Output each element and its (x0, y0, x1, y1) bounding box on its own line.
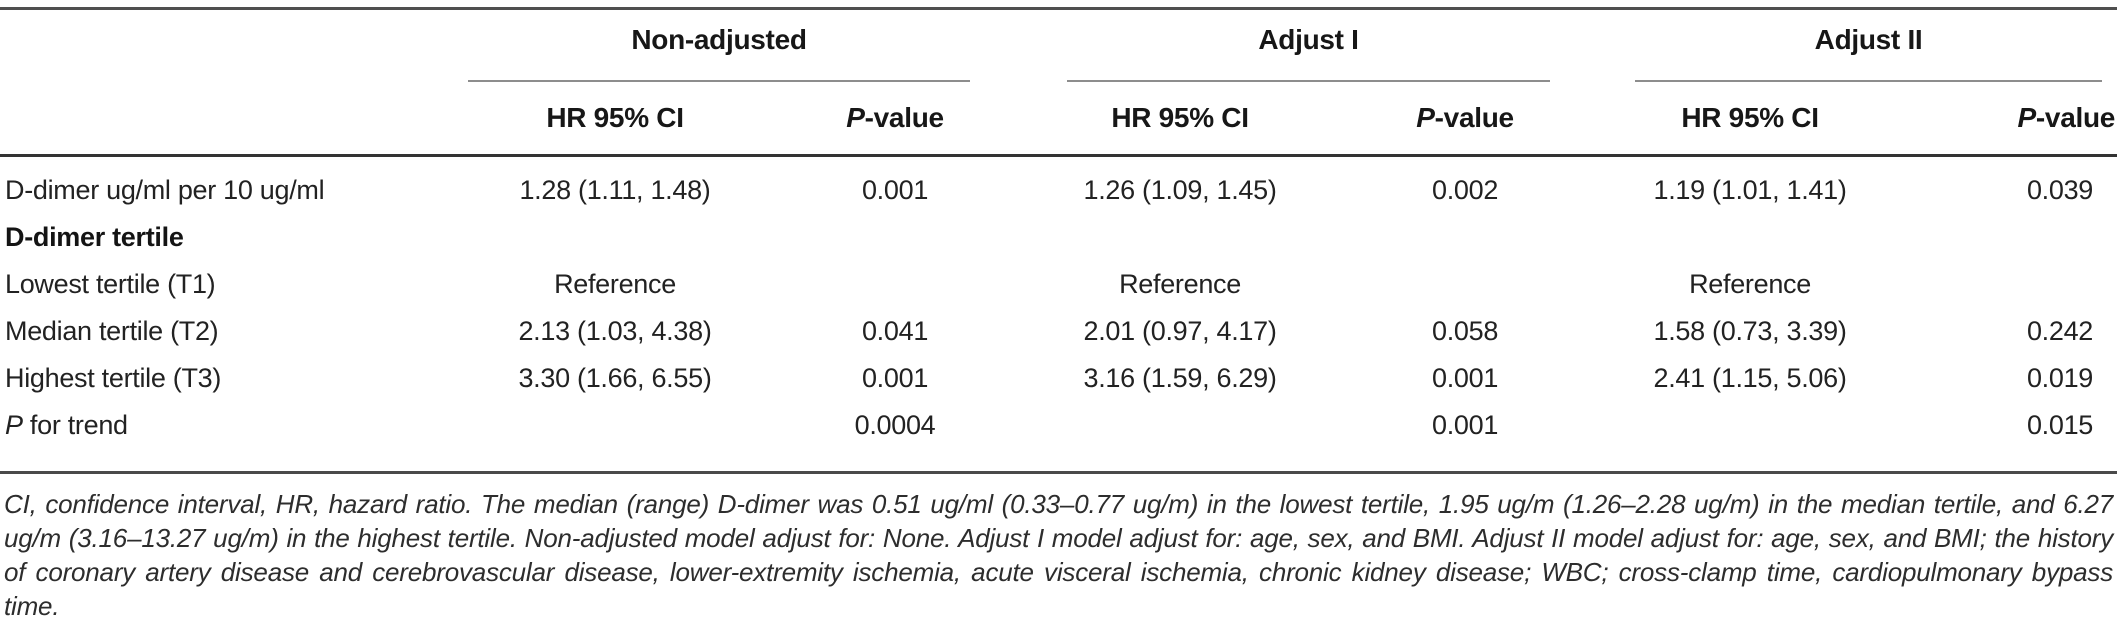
p-value-cell: 0.002 (1431, 175, 1499, 205)
p-value-cell: 0.001 (861, 175, 929, 205)
group-label-underline: Adjust II (1635, 24, 2103, 82)
hr-ci-cell: 1.26 (1.09, 1.45) (1083, 175, 1277, 205)
empty-header-cell (0, 9, 440, 83)
hr-ci-cell: 2.41 (1.15, 5.06) (1653, 363, 1847, 393)
empty-cell (1570, 214, 1930, 261)
group-header-non-adjusted: Non-adjusted (440, 9, 1000, 82)
group-label: Adjust II (1814, 24, 1923, 55)
p-rest: -value (864, 102, 944, 133)
hr-ci-cell: 1.58 (0.73, 3.39) (1653, 316, 1847, 346)
hr-ci-cell: 1.19 (1.01, 1.41) (1653, 175, 1847, 205)
group-label: Non-adjusted (631, 24, 807, 55)
hr-ci-header-label: HR 95% CI (1111, 102, 1249, 133)
group-header-adjust-1: Adjust I (1000, 9, 1570, 82)
empty-cell (1930, 261, 2117, 308)
table-row-median-tertile: Median tertile (T2) 2.13 (1.03, 4.38) 0.… (0, 308, 2117, 355)
hr-ci-header-2: HR 95% CI (1000, 82, 1361, 157)
p-value-cell: 0.0004 (854, 410, 936, 440)
row-label: Median tertile (T2) (5, 316, 219, 346)
hr-ci-cell: Reference (1119, 269, 1241, 299)
table-row-lowest-tertile: Lowest tertile (T1) Reference Reference … (0, 261, 2117, 308)
empty-cell (440, 214, 790, 261)
p-value-header-2: P-value (1360, 82, 1571, 157)
table-body: D-dimer ug/ml per 10 ug/ml 1.28 (1.11, 1… (0, 156, 2117, 473)
p-value-cell: 0.242 (2026, 316, 2094, 346)
p-italic: P (846, 102, 865, 133)
empty-cell (1000, 402, 1360, 473)
empty-cell (1570, 402, 1930, 473)
group-label-underline: Adjust I (1067, 24, 1551, 82)
row-label: Lowest tertile (T1) (5, 269, 216, 299)
table-header: Non-adjusted Adjust I Adjust II HR 95% C… (0, 9, 2117, 157)
hr-ci-cell: 2.01 (0.97, 4.17) (1083, 316, 1277, 346)
hr-ci-cell: 2.13 (1.03, 4.38) (518, 316, 712, 346)
hr-ci-cell: 3.16 (1.59, 6.29) (1083, 363, 1277, 393)
section-row-label: D-dimer tertile (5, 222, 184, 252)
hr-ci-cell: 1.28 (1.11, 1.48) (519, 175, 711, 205)
hr-ci-cell: 3.30 (1.66, 6.55) (518, 363, 712, 393)
empty-cell (1360, 261, 1570, 308)
empty-cell (1360, 214, 1570, 261)
group-label-underline: Non-adjusted (468, 24, 971, 82)
p-rest: -value (1434, 102, 1514, 133)
p-value-cell: 0.041 (861, 316, 929, 346)
p-rest: for trend (22, 410, 128, 440)
table-footnote: CI, confidence interval, HR, hazard rati… (4, 489, 2113, 621)
row-label: D-dimer ug/ml per 10 ug/ml (5, 175, 325, 205)
row-label: P for trend (0, 402, 440, 473)
p-italic: P (2017, 102, 2037, 133)
hr-ci-header-label: HR 95% CI (1681, 102, 1819, 133)
p-italic: P (1416, 102, 1435, 133)
table-row-ddimer-continuous: D-dimer ug/ml per 10 ug/ml 1.28 (1.11, 1… (0, 156, 2117, 215)
table-row-p-for-trend: P for trend 0.0004 0.001 0.015 (0, 402, 2117, 473)
empty-cell (440, 402, 790, 473)
model-group-header-row: Non-adjusted Adjust I Adjust II (0, 9, 2117, 83)
p-value-cell: 0.001 (861, 363, 929, 393)
table-row-ddimer-tertile-section: D-dimer tertile (0, 214, 2117, 261)
p-rest: -value (2035, 102, 2116, 133)
p-value-cell: 0.001 (1431, 410, 1499, 440)
empty-header-cell (0, 82, 440, 157)
cox-regression-table: Non-adjusted Adjust I Adjust II HR 95% C… (0, 7, 2117, 474)
hr-ci-cell: Reference (1689, 269, 1811, 299)
p-value-header-3: P-value (1930, 82, 2117, 157)
empty-cell (790, 214, 1000, 261)
hr-ci-header-3: HR 95% CI (1570, 82, 1931, 157)
hr-ci-header-label: HR 95% CI (546, 102, 684, 133)
p-value-cell: 0.039 (2026, 175, 2094, 205)
empty-cell (1930, 214, 2117, 261)
group-header-adjust-2: Adjust II (1570, 9, 2117, 82)
row-label: Highest tertile (T3) (5, 363, 222, 393)
empty-cell (1000, 214, 1360, 261)
p-value-cell: 0.058 (1431, 316, 1499, 346)
p-value-cell: 0.001 (1431, 363, 1499, 393)
hr-ci-header-1: HR 95% CI (440, 82, 790, 157)
p-value-cell: 0.015 (2026, 410, 2094, 440)
empty-cell (790, 261, 1000, 308)
column-header-row: HR 95% CI P-value HR 95% CI P-value HR 9… (0, 82, 2117, 157)
hr-ci-cell: Reference (554, 269, 676, 299)
table-row-highest-tertile: Highest tertile (T3) 3.30 (1.66, 6.55) 0… (0, 355, 2117, 402)
p-value-header-1: P-value (790, 82, 1001, 157)
p-italic: P (5, 410, 23, 440)
group-label: Adjust I (1258, 24, 1359, 55)
p-value-cell: 0.019 (2026, 363, 2094, 393)
